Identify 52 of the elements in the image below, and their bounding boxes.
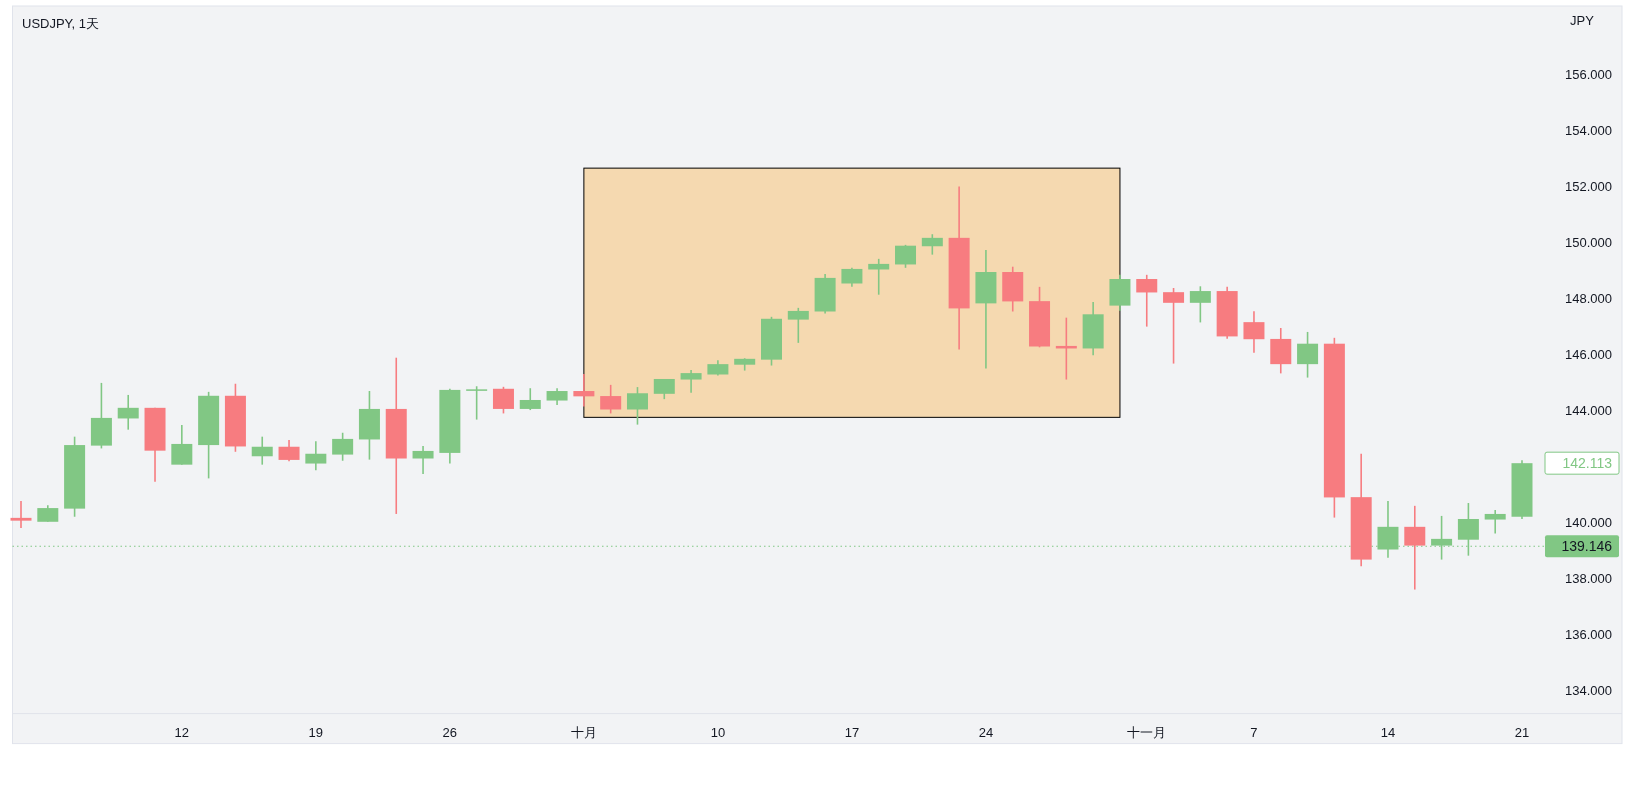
x-tick-label: 7: [1250, 724, 1258, 740]
candlestick: [117, 394, 139, 431]
x-tick-label: 19: [308, 724, 324, 740]
candlestick: [1404, 505, 1426, 591]
y-tick-label: 148.000: [1565, 291, 1612, 307]
candlestick: [305, 440, 327, 472]
y-tick-label: 140.000: [1565, 515, 1612, 531]
candlestick: [921, 233, 943, 256]
y-axis-title: JPY: [1570, 13, 1595, 28]
x-tick-label: 26: [442, 724, 458, 740]
x-tick-label: 12: [174, 724, 190, 740]
candlestick: [1243, 310, 1265, 354]
x-tick-label: 21: [1514, 724, 1530, 740]
ref-line-label: 139.146: [1561, 538, 1613, 555]
candlestick: [1189, 285, 1211, 324]
y-tick-label: 146.000: [1565, 347, 1612, 363]
x-tick-label: 14: [1380, 724, 1396, 740]
y-tick-label: 144.000: [1565, 403, 1612, 419]
x-tick-label: 10: [710, 724, 726, 740]
candlestick: [332, 431, 354, 462]
candlestick: [492, 386, 514, 415]
x-tick-label: 17: [844, 724, 860, 740]
y-tick-label: 154.000: [1565, 123, 1612, 139]
x-tick-label: 24: [978, 724, 994, 740]
candlestick: [10, 500, 32, 529]
candlestick: [1484, 509, 1506, 535]
text: 142.113: [1562, 455, 1613, 472]
y-tick-label: 156.000: [1565, 67, 1612, 83]
candlestick: [251, 435, 273, 466]
candlestick: [895, 244, 917, 269]
y-tick-label: 152.000: [1565, 179, 1612, 195]
candlestick: [412, 445, 434, 475]
candlestick: [626, 386, 648, 426]
candlestick: [787, 307, 809, 344]
candlestick: [600, 384, 622, 415]
candlestick: [1297, 331, 1319, 379]
candlestick: [841, 267, 863, 288]
x-tick-label: 十月: [570, 724, 597, 740]
candlestick: [466, 385, 488, 421]
y-tick-label: 134.000: [1565, 683, 1612, 699]
candlestick: [1163, 287, 1185, 365]
text: USDJPY, 1天: [22, 16, 100, 31]
y-tick-label: 150.000: [1565, 235, 1612, 251]
x-tick-label: 十一月: [1127, 724, 1167, 740]
candlestick: [278, 439, 300, 463]
candlestick: [1136, 274, 1158, 328]
candlestick: [519, 387, 541, 411]
candlestick: [573, 373, 595, 408]
y-tick-label: 138.000: [1565, 571, 1612, 587]
candlestick: [171, 424, 193, 466]
y-tick-label: 136.000: [1565, 627, 1612, 643]
candlestick: [680, 369, 702, 394]
